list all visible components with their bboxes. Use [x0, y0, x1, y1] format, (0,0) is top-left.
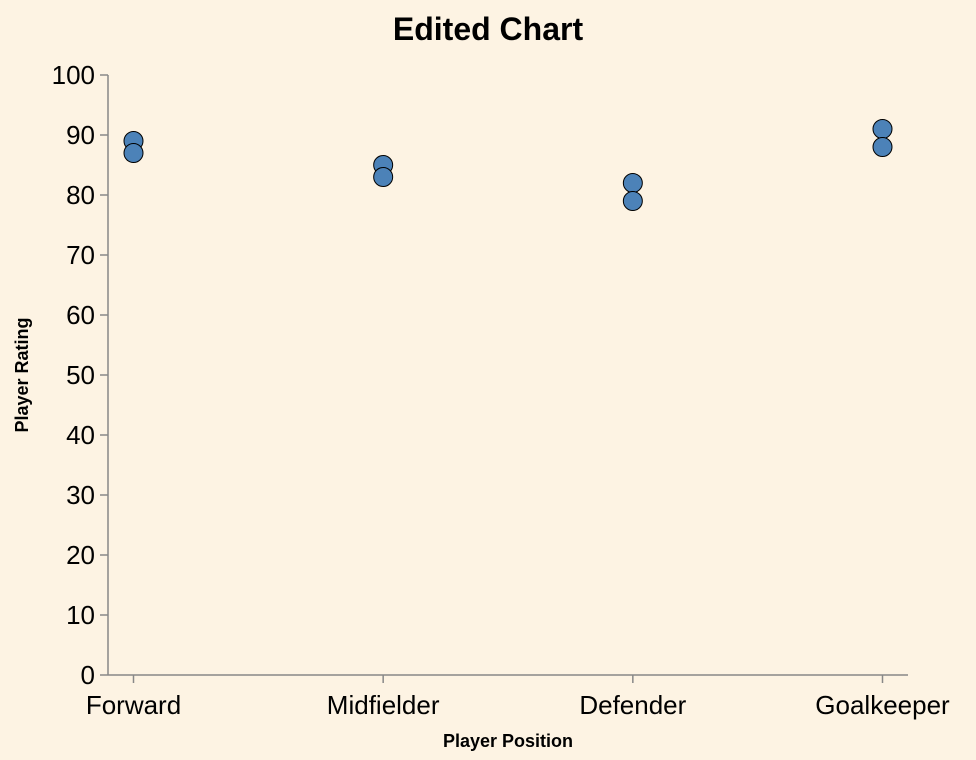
- y-tick-label: 80: [66, 180, 95, 210]
- x-axis-title: Player Position: [443, 731, 573, 751]
- x-tick-label: Forward: [86, 690, 181, 720]
- data-point: [622, 173, 643, 193]
- y-tick-label: 40: [66, 420, 95, 450]
- y-tick-label: 90: [66, 120, 95, 150]
- x-tick-label: Midfielder: [327, 690, 440, 720]
- data-point: [872, 119, 893, 139]
- y-tick-label: 100: [52, 60, 95, 90]
- y-tick-label: 0: [81, 660, 95, 690]
- x-tick-label: Goalkeeper: [815, 690, 950, 720]
- x-axis: Forward Midfielder Defender Goalkeeper: [86, 674, 950, 720]
- y-tick-label: 60: [66, 300, 95, 330]
- y-tick-label: 70: [66, 240, 95, 270]
- chart-title: Edited Chart: [393, 11, 584, 47]
- y-tick-label: 50: [66, 360, 95, 390]
- y-tick-label: 20: [66, 540, 95, 570]
- y-axis-title: Player Rating: [12, 317, 32, 432]
- y-tick-label: 10: [66, 600, 95, 630]
- data-point: [872, 137, 893, 157]
- y-tick-label: 30: [66, 480, 95, 510]
- data-point: [622, 191, 643, 211]
- y-axis: 0 10 20 30 40 50 60 70 80 90 100: [52, 60, 109, 690]
- data-points: [123, 119, 893, 211]
- data-point: [123, 143, 144, 163]
- data-point: [373, 167, 394, 187]
- x-tick-label: Defender: [579, 690, 686, 720]
